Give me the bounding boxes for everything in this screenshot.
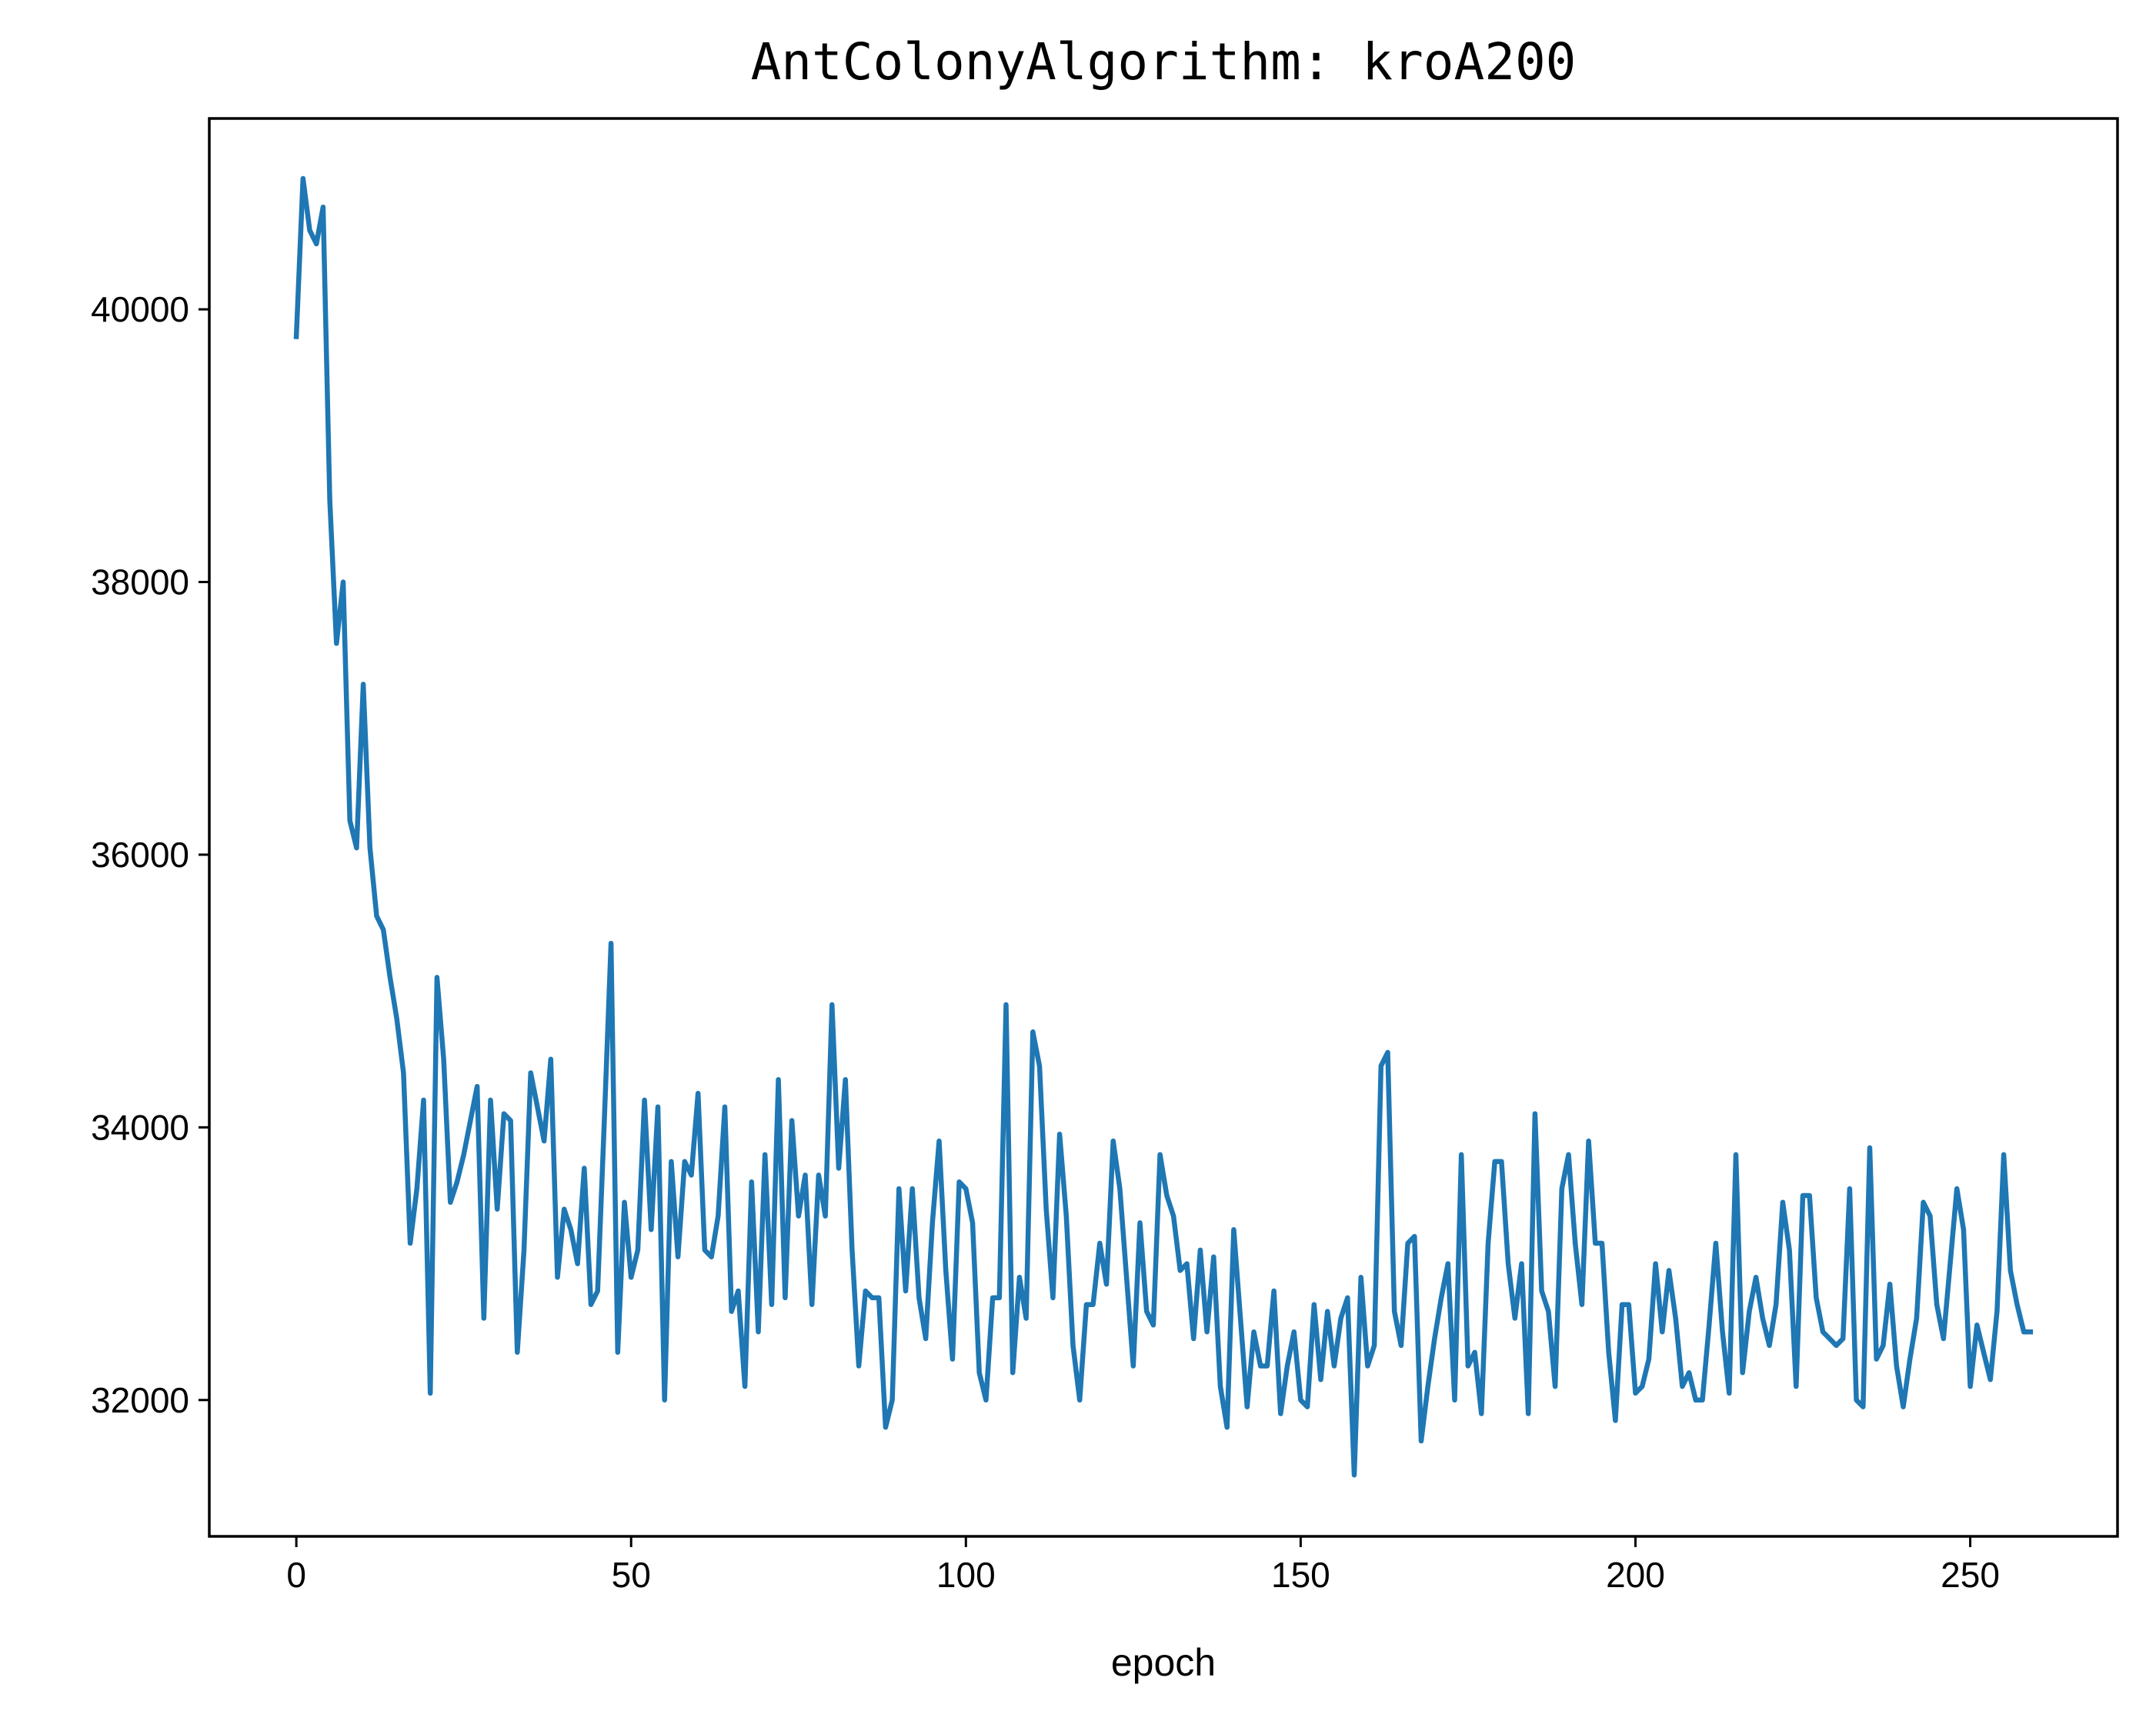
x-tick-label: 150: [1271, 1555, 1330, 1595]
series-line-0: [293, 175, 2034, 1478]
x-tick-label: 250: [1941, 1555, 2000, 1595]
plot-data-layer: [293, 175, 2034, 1478]
x-tick-label: 200: [1606, 1555, 1665, 1595]
x-axis-label: epoch: [1111, 1641, 1216, 1684]
x-tick-label: 50: [612, 1555, 651, 1595]
x-tick-label: 100: [936, 1555, 996, 1595]
chart-title: AntColonyAlgorithm: kroA200: [751, 32, 1577, 92]
x-axis-ticks: 0 50 100 150 200 250: [286, 1536, 2000, 1595]
y-tick-label: 38000: [91, 562, 189, 602]
y-axis-ticks: 32000 34000 36000 38000 40000: [91, 289, 209, 1420]
plot-frame: [208, 117, 2119, 1538]
y-tick-label: 32000: [91, 1380, 189, 1420]
y-tick-label: 40000: [91, 289, 189, 329]
y-tick-label: 34000: [91, 1107, 189, 1147]
y-tick-label: 36000: [91, 835, 189, 875]
x-tick-label: 0: [286, 1555, 306, 1595]
